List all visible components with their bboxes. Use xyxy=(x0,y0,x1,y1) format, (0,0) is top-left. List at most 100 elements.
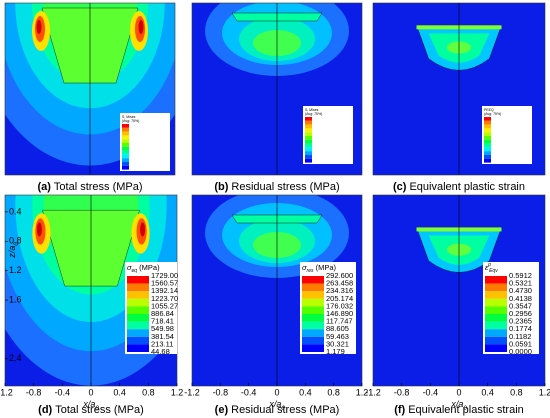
legend-value: 1729.00 xyxy=(151,271,178,280)
legend-value: 0.2956 xyxy=(509,309,532,318)
x-tick-label: 1.2 xyxy=(356,387,369,397)
legend-swatch xyxy=(305,155,312,159)
panel-caption-text: Equivalent plastic strain xyxy=(408,404,524,416)
x-tick-label: 0.4 xyxy=(481,387,494,397)
legend-value: 1223.70 xyxy=(151,294,178,303)
x-axis-label: x/a0 xyxy=(82,399,99,411)
legend-swatch xyxy=(122,154,129,159)
legend-swatch xyxy=(127,291,149,299)
legend-swatch xyxy=(305,124,312,129)
panel-caption-text: Residual stress (MPa) xyxy=(231,181,339,193)
legend-value: 0.5321 xyxy=(509,279,532,288)
legend-swatch xyxy=(485,314,507,322)
legend-value: 0.0591 xyxy=(509,339,532,348)
legend-swatch xyxy=(122,139,129,143)
legend-value: 44.68 xyxy=(151,347,170,356)
legend-swatch xyxy=(484,158,491,163)
legend-unit: (MPa) xyxy=(137,263,160,272)
x-axis-label-sub: 0 xyxy=(463,406,467,412)
legend-swatch xyxy=(484,139,491,144)
legend-swatch xyxy=(485,276,507,284)
contour-plot xyxy=(5,3,175,175)
panel-letter: (a) xyxy=(37,181,51,193)
panel-caption: (a) Total stress (MPa) xyxy=(37,181,142,193)
legend-value: 234.316 xyxy=(326,286,353,295)
y-tick-label: 0.8 xyxy=(9,236,22,246)
legend-title: σres (MPa) xyxy=(302,263,336,274)
legend-swatch xyxy=(302,344,324,352)
legend-swatch xyxy=(122,127,129,132)
legend-title: εp Eqv xyxy=(485,262,498,274)
legend-subheader: (Avg: 75%) xyxy=(484,112,501,116)
legend-value: 30.321 xyxy=(326,339,349,348)
legend-swatch xyxy=(484,128,491,133)
legend-swatch xyxy=(302,321,324,330)
x-tick-label: 0 xyxy=(456,387,461,397)
panel-caption: (d) Total stress (MPa) xyxy=(38,404,144,416)
legend-symbol: σ xyxy=(302,263,307,272)
panel-letter: (c) xyxy=(393,181,407,193)
legend-sub: Eqv xyxy=(489,268,498,274)
legend-value: 0.5912 xyxy=(509,271,532,280)
x-tick-label: -1.2 xyxy=(365,387,381,397)
x-tick-label: 0.8 xyxy=(510,387,523,397)
panel-caption: (e) Residual stress (MPa) xyxy=(215,404,340,416)
panel-letter: (e) xyxy=(215,404,229,416)
legend-value: 381.54 xyxy=(151,332,174,341)
legend-swatch xyxy=(302,298,324,307)
y-axis-label-main: z/a xyxy=(7,246,17,259)
legend-swatch xyxy=(484,151,491,155)
hot-spot xyxy=(140,222,146,237)
legend-header: S, Mises xyxy=(305,108,319,112)
legend-swatch xyxy=(122,165,129,170)
panel-letter: (b) xyxy=(214,181,228,193)
legend-swatch xyxy=(127,344,149,352)
legend-swatch xyxy=(122,150,129,155)
legend-swatch xyxy=(485,321,507,330)
legend-symbol: ε xyxy=(485,263,489,272)
legend-swatch xyxy=(485,306,507,314)
legend-value: 176.032 xyxy=(326,301,353,310)
legend-swatch xyxy=(305,147,312,152)
legend-symbol: σ xyxy=(127,263,132,272)
frame xyxy=(4,2,176,176)
legend-value: 0.2365 xyxy=(509,317,532,326)
legend-sub: eq xyxy=(132,268,138,274)
x-axis-label-main: x/a xyxy=(450,399,463,409)
panel-letter: (d) xyxy=(38,404,52,416)
x-tick-label: 0.4 xyxy=(299,387,312,397)
legend-value: 0.4730 xyxy=(509,286,532,295)
hot-spot xyxy=(36,20,42,34)
legend-value: 1560.57 xyxy=(151,279,178,288)
legend-swatch xyxy=(305,120,312,125)
legend-swatch xyxy=(127,283,149,292)
legend-value: 0.4138 xyxy=(509,294,532,303)
x-tick-label: -0.4 xyxy=(241,387,257,397)
legend-value: 886.84 xyxy=(151,309,174,318)
legend-swatch xyxy=(127,306,149,314)
legend-swatch xyxy=(484,147,491,152)
legend-swatch xyxy=(302,283,324,292)
legend-value: 0.1774 xyxy=(509,324,532,333)
x-tick-label: 0.8 xyxy=(327,387,340,397)
legend-value: 263.458 xyxy=(326,279,353,288)
legend-swatch xyxy=(122,158,129,162)
x-tick-label: -0.8 xyxy=(213,387,229,397)
legend-swatch xyxy=(127,314,149,322)
legend-swatch xyxy=(302,276,324,284)
panel-caption: (c) Equivalent plastic strain xyxy=(393,181,525,193)
legend-swatch xyxy=(122,143,129,147)
legend-swatch xyxy=(302,329,324,337)
x-tick-label: 0.4 xyxy=(113,387,126,397)
legend-swatch xyxy=(305,143,312,148)
panel-letter: (f) xyxy=(394,404,405,416)
legend-value: 292.600 xyxy=(326,271,353,280)
legend-swatch xyxy=(305,132,312,136)
legend-swatch xyxy=(302,336,324,345)
panel-caption-text: Residual stress (MPa) xyxy=(231,404,339,416)
x-axis-label-sub: 0 xyxy=(281,406,285,412)
x-axis-label-main: x/a xyxy=(268,399,281,409)
legend-swatch xyxy=(484,143,491,148)
x-axis-label: x/a0 xyxy=(268,399,285,411)
